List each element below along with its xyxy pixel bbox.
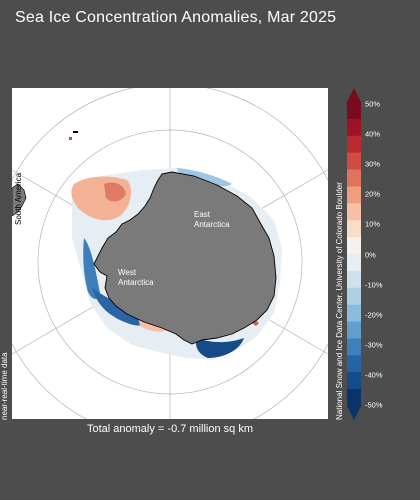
colorbar-cell bbox=[347, 237, 361, 255]
colorbar-cell bbox=[347, 118, 361, 137]
colorbar-cell bbox=[347, 372, 361, 390]
colorbar-cell bbox=[347, 186, 361, 204]
near-real-time-label: near-real-time data bbox=[0, 352, 9, 420]
colorbar-cell bbox=[347, 287, 361, 306]
colorbar-tick-label: -40% bbox=[365, 370, 383, 380]
colorbar-tick-label: 20% bbox=[365, 189, 381, 199]
south-america-tip bbox=[12, 183, 27, 217]
colorbar-tick-label: 0% bbox=[365, 250, 376, 259]
colorbar-tick-label: 30% bbox=[365, 159, 381, 169]
polar-map: East Antarctica West Antarctica South Am… bbox=[12, 88, 328, 419]
colorbar-tick-label: -50% bbox=[365, 400, 383, 410]
label-south-america: South America bbox=[14, 172, 23, 225]
anomaly-negative bbox=[83, 238, 100, 299]
colorbar-cell bbox=[347, 203, 361, 221]
colorbar-cell bbox=[347, 135, 361, 154]
label-west-antarctica-2: Antarctica bbox=[118, 278, 154, 287]
colorbar bbox=[347, 88, 361, 420]
credit-text: National Snow and Ice Data Center, Unive… bbox=[335, 182, 344, 420]
anomaly-positive bbox=[104, 182, 126, 202]
colorbar-cell bbox=[347, 152, 361, 171]
total-anomaly: Total anomaly = -0.7 million sq km bbox=[87, 423, 253, 435]
colorbar-cell bbox=[347, 338, 361, 356]
colorbar-cell bbox=[347, 321, 361, 339]
colorbar-cell bbox=[347, 169, 361, 187]
colorbar-tick-label: -20% bbox=[365, 310, 383, 320]
colorbar-cell bbox=[347, 270, 361, 289]
colorbar-cell bbox=[347, 254, 361, 272]
colorbar-min-arrow bbox=[347, 406, 361, 420]
colorbar-tick-label: -30% bbox=[365, 340, 383, 350]
label-east-antarctica-1: East bbox=[194, 210, 211, 219]
anomaly-negative bbox=[196, 338, 244, 358]
colorbar-max-arrow bbox=[347, 88, 361, 102]
colorbar-cell bbox=[347, 389, 361, 407]
map-title: Sea Ice Concentration Anomalies, Mar 202… bbox=[15, 9, 337, 26]
label-east-antarctica-2: Antarctica bbox=[194, 220, 230, 229]
colorbar-cell bbox=[347, 220, 361, 238]
label-west-antarctica-1: West bbox=[118, 268, 137, 277]
anomaly-negative bbox=[177, 168, 232, 187]
colorbar-cell bbox=[347, 102, 361, 120]
antarctica-landmass bbox=[93, 171, 277, 345]
colorbar-tick-label: 10% bbox=[365, 219, 381, 229]
polar-map-svg: East Antarctica West Antarctica South Am… bbox=[12, 88, 328, 419]
island-fragment bbox=[69, 137, 72, 140]
island-fragment bbox=[73, 131, 78, 133]
colorbar-cell bbox=[347, 304, 361, 323]
colorbar-cell bbox=[347, 355, 361, 373]
colorbar-tick-label: -10% bbox=[365, 280, 383, 290]
colorbar-tick-label: 40% bbox=[365, 129, 381, 139]
colorbar-tick-label: 50% bbox=[365, 99, 381, 109]
